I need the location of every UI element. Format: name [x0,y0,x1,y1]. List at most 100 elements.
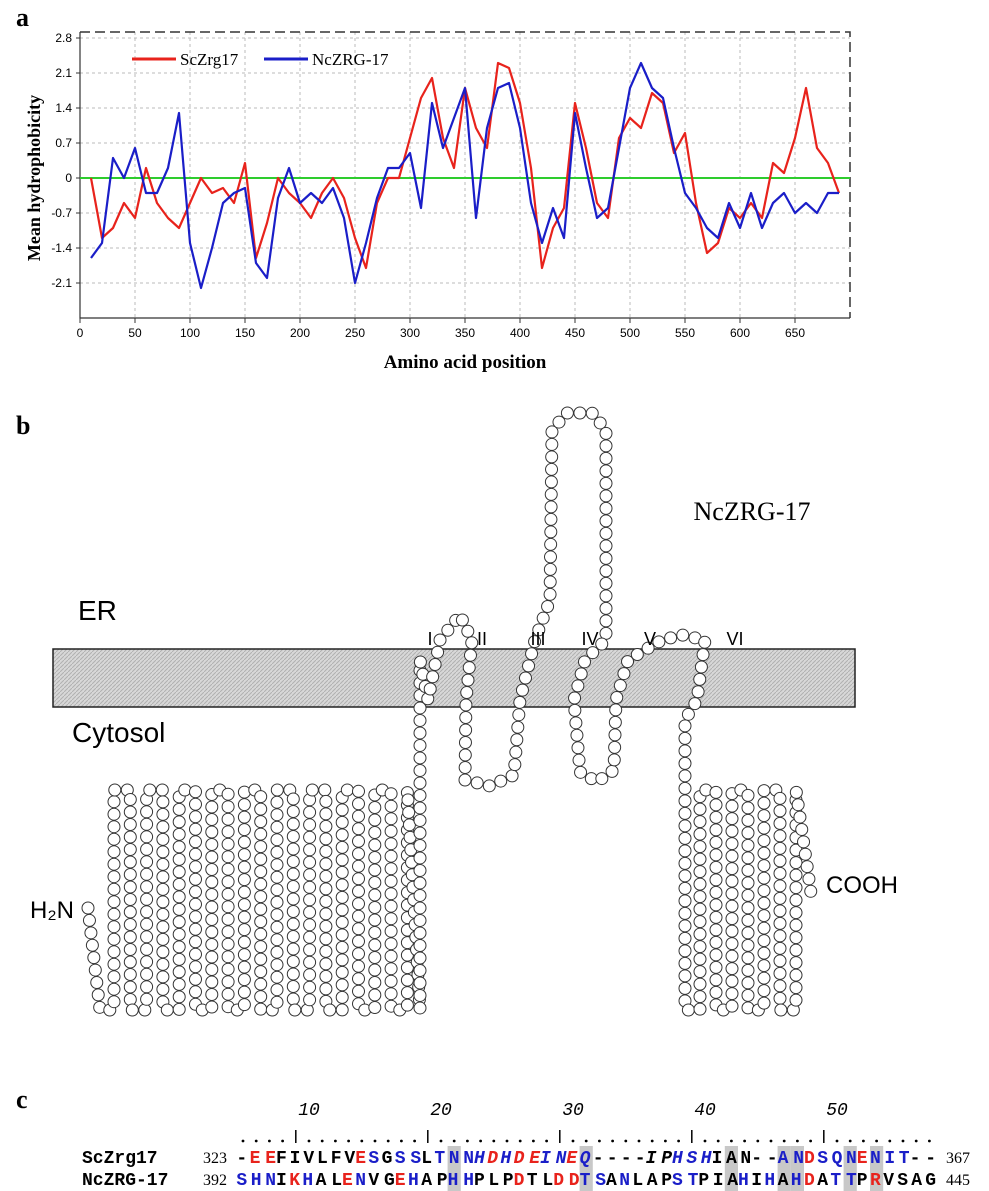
residue [678,719,692,733]
ruler-dot [518,1139,522,1143]
ruler-dot [373,1139,377,1143]
residue [237,785,251,799]
residue [172,840,186,854]
residue [461,624,475,638]
residue [107,870,121,884]
residue [789,931,803,945]
ruler-dot [782,1139,786,1143]
residue [172,852,186,866]
ruler-dot [334,1139,337,1143]
protein-name: NcZRG-17 [694,497,811,526]
residue [433,633,447,647]
residue [254,940,268,954]
residue [368,963,382,977]
residue [352,909,365,923]
residue [384,862,398,876]
sequence-segment: IP [646,1149,673,1169]
residue [789,918,803,932]
sequence-segment: IN [540,1149,567,1169]
residue [413,788,427,802]
residue [303,868,317,882]
residue [593,416,607,430]
residue [797,835,811,849]
residue [221,975,235,989]
residue [413,738,427,752]
residue [303,830,317,844]
residue [413,763,427,777]
axis [79,32,850,319]
residue [709,948,723,962]
sequence-segment: -- [751,1149,777,1169]
residue [303,805,317,819]
residue [368,913,382,927]
residue [305,783,319,797]
residue [156,820,170,834]
ruler-dot [360,1139,364,1143]
residue [741,1001,755,1015]
residue [741,851,755,865]
residue [641,641,655,655]
sequence-segment: EE [250,1149,277,1169]
residue [303,855,317,869]
residue [678,819,692,833]
residue [335,878,349,892]
residue [237,848,251,862]
residue [459,698,473,712]
ruler-dot [624,1139,628,1143]
residue [494,774,508,788]
residue [140,855,154,869]
residue [482,779,496,793]
residue [172,1002,186,1016]
residue [352,809,365,823]
residue [544,550,558,564]
ruler-dot [281,1139,284,1143]
ruler-dot [769,1139,773,1143]
ruler-dot [730,1139,733,1143]
residue [757,896,771,910]
sequence-segment: E [857,1149,868,1169]
residue [221,887,235,901]
residue [270,995,284,1009]
residue [123,892,137,906]
y-tick-label: 0 [65,171,72,185]
residue [270,833,284,847]
residue [286,854,300,868]
residue [458,736,472,750]
residue [793,810,807,824]
residue [599,564,613,578]
residue [319,894,333,908]
residue [431,645,445,659]
residue [368,951,382,965]
residue [725,937,739,951]
residue [545,437,559,451]
residue [599,526,613,540]
residue [237,885,251,899]
sequence-segment: A [606,1171,617,1191]
residue [725,849,739,863]
residue [221,837,235,851]
residue [608,740,622,754]
sequence-segment: Q [580,1149,591,1169]
residue [696,648,710,662]
x-tick-label: 550 [675,326,695,340]
residue [335,828,349,842]
ruler-dot [466,1139,469,1143]
residue [725,837,739,851]
residue [709,835,723,849]
residue [303,930,317,944]
residue [694,660,708,674]
residue [156,832,170,846]
residue [541,599,555,613]
ruler-dot [848,1139,852,1143]
residue [107,970,121,984]
residue [384,974,398,988]
ruler-dot [386,1139,390,1143]
ruler-dot [743,1139,746,1143]
sequence-segment: N [619,1171,630,1191]
residue [237,935,251,949]
ruler-dot [862,1139,865,1143]
residue [138,1003,152,1017]
residue [741,888,755,902]
residue [693,827,707,841]
x-tick-label: 650 [785,326,805,340]
